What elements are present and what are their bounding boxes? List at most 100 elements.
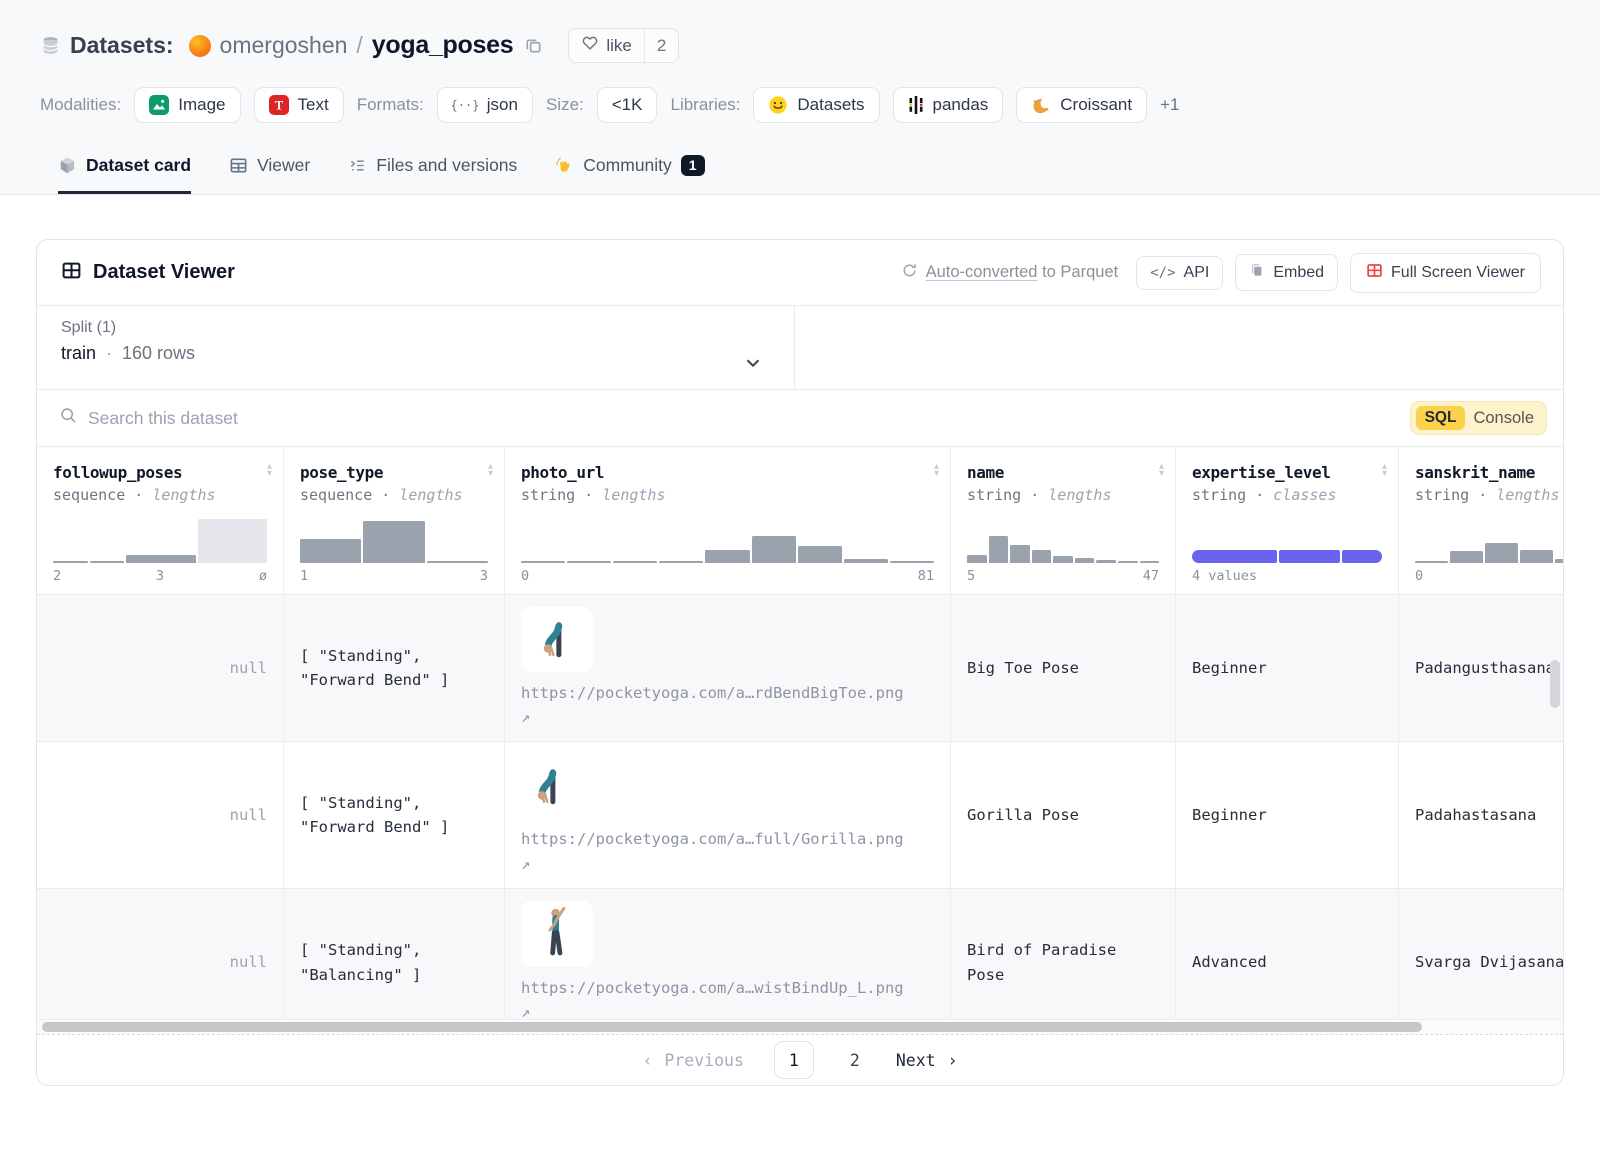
null-value: null [229,805,267,824]
cell-expertise_level[interactable]: Beginner [1176,595,1399,741]
histogram-bar [1010,545,1030,563]
main-content: Dataset Viewer Auto-converted to Parquet… [0,195,1600,1086]
tab-files-and-versions[interactable]: Files and versions [348,155,517,194]
sort-icon[interactable]: ▴ ▾ [487,461,493,479]
dataset-name-link[interactable]: yoga_poses [371,31,514,59]
next-page-button[interactable]: Next › [895,1050,958,1070]
like-count[interactable]: 2 [643,29,678,62]
histogram-bar [426,561,488,563]
tab-viewer[interactable]: Viewer [229,155,310,194]
cell-sanskrit_name[interactable]: Padangusthasana [1399,595,1563,741]
api-button[interactable]: </> API [1136,255,1224,290]
meta-chip-label: Datasets [797,95,865,114]
cell-photo_url[interactable]: https://pocketyoga.com/a…wistBindUp_L.pn… [505,889,951,1019]
breadcrumb: Datasets: omergoshen / yoga_poses like 2 [40,28,1560,63]
photo-url-link[interactable]: https://pocketyoga.com/a…wistBindUp_L.pn… [521,976,934,1019]
tab-community[interactable]: Community 1 [555,155,705,194]
yoga-figure-image [532,611,582,668]
column-header-name[interactable]: name string · lengths ▴ ▾ 5 47 [951,447,1176,594]
search-input[interactable] [88,407,1400,429]
cell-name[interactable]: Big Toe Pose [951,595,1176,741]
horizontal-scrollbar-thumb[interactable] [42,1022,1422,1032]
embed-button[interactable]: Embed [1235,254,1339,291]
heart-icon [581,34,599,57]
text-value: Advanced [1192,953,1267,972]
cell-pose_type[interactable]: [ "Standing", "Forward Bend" ] [284,742,505,888]
histogram-axis: 4 values [1192,568,1258,584]
previous-page-button[interactable]: ‹ Previous [642,1050,744,1070]
meta-chip-image[interactable]: Image [134,87,241,123]
json-icon: {··} [452,96,478,114]
pose-image-thumbnail[interactable] [521,607,593,672]
column-header-pose_type[interactable]: pose_type sequence · lengths ▴ ▾ 1 3 [284,447,505,594]
auto-converted-link[interactable]: Auto-converted to Parquet [901,262,1118,284]
cell-followup_poses[interactable]: null [37,742,284,888]
cell-sanskrit_name[interactable]: Svarga Dvijasana [1399,889,1563,1019]
histogram-axis: 0 [1415,568,1424,584]
split-selector[interactable]: Split (1) train · 160 rows [37,306,795,389]
meta-chip-text[interactable]: T Text [253,87,344,123]
column-header-followup_poses[interactable]: followup_poses sequence · lengths ▴ ▾ 2 3 ø [37,447,284,594]
split-row: Split (1) train · 160 rows [37,306,1563,390]
cell-name[interactable]: Bird of Paradise Pose [951,889,1176,1019]
cell-photo_url[interactable]: https://pocketyoga.com/a…rdBendBigToe.pn… [505,595,951,741]
page-2-button[interactable]: 2 [849,1050,860,1070]
tab-label: Dataset card [86,155,192,175]
text-value: Big Toe Pose [967,658,1079,677]
cell-followup_poses[interactable]: null [37,595,284,741]
sql-console-button[interactable]: SQL Console [1409,401,1547,435]
cell-expertise_level[interactable]: Advanced [1176,889,1399,1019]
meta-chip-label: Text [297,95,329,114]
histogram-bar [797,546,842,563]
copy-name-icon[interactable] [524,36,543,55]
column-name: sanskrit_name [1415,463,1536,482]
sort-icon[interactable]: ▴ ▾ [1381,461,1387,479]
meta-chip-datasets[interactable]: Datasets [753,87,880,123]
meta-chip--1k[interactable]: <1K [596,87,658,123]
svg-text:{··}: {··} [452,99,478,113]
meta-chip-json[interactable]: {··} json [436,87,533,123]
meta-chip-croissant[interactable]: Croissant [1016,87,1148,123]
meta-group-label: Formats: [356,95,424,114]
text-modality-icon: T [268,95,289,115]
sort-icon[interactable]: ▴ ▾ [933,461,939,479]
cell-name[interactable]: Gorilla Pose [951,742,1176,888]
cell-photo_url[interactable]: https://pocketyoga.com/a…full/Gorilla.pn… [505,742,951,888]
column-header-photo_url[interactable]: photo_url string · lengths ▴ ▾ 0 81 [505,447,951,594]
photo-url-link[interactable]: https://pocketyoga.com/a…rdBendBigToe.pn… [521,681,934,729]
histogram-bar [751,535,796,563]
page-1-button[interactable]: 1 [773,1041,814,1079]
pose-image-thumbnail[interactable] [521,901,593,967]
like-label: like [606,35,632,55]
null-value: null [229,953,267,972]
page-header: Datasets: omergoshen / yoga_poses like 2… [0,0,1600,195]
text-value: Beginner [1192,658,1267,677]
column-header-expertise_level[interactable]: expertise_level string · classes ▴ ▾ 4 value… [1176,447,1399,594]
pandas-icon [908,95,924,115]
pose-image-thumbnail[interactable] [521,754,581,818]
sort-icon[interactable]: ▴ ▾ [266,461,272,479]
cell-pose_type[interactable]: [ "Standing", "Forward Bend" ] [284,595,505,741]
column-type: string · classes [1192,486,1337,504]
cell-sanskrit_name[interactable]: Padahastasana [1399,742,1563,888]
fullscreen-viewer-button[interactable]: Full Screen Viewer [1350,252,1541,293]
owner-avatar[interactable] [188,34,211,57]
vertical-scrollbar[interactable] [1550,660,1560,708]
cell-expertise_level[interactable]: Beginner [1176,742,1399,888]
meta-more-count[interactable]: +1 [1160,95,1180,114]
cell-followup_poses[interactable]: null [37,889,284,1019]
tab-dataset-card[interactable]: Dataset card [58,155,192,194]
column-name: name [967,463,1004,482]
external-link-icon: ↗ [521,707,531,726]
text-value: Padahastasana [1415,805,1537,824]
photo-url-link[interactable]: https://pocketyoga.com/a…full/Gorilla.pn… [521,827,934,875]
like-button[interactable]: like 2 [568,28,680,63]
yoga-figure-image [530,903,584,964]
sort-icon[interactable]: ▴ ▾ [1158,461,1164,479]
meta-chip-pandas[interactable]: pandas [892,87,1004,123]
external-link-icon: ↗ [521,854,531,873]
file-list-icon [348,156,367,175]
owner-link[interactable]: omergoshen [219,32,348,58]
cell-pose_type[interactable]: [ "Standing", "Balancing" ] [284,889,505,1019]
